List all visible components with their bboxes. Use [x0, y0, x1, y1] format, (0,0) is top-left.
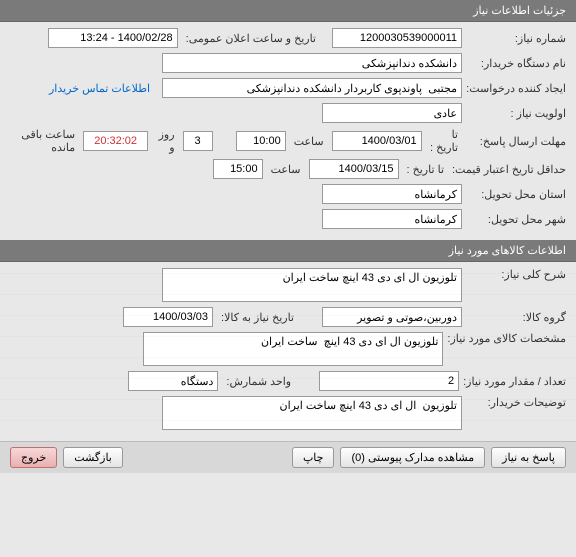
announce-field[interactable] [48, 28, 178, 48]
until-label: تا تاریخ : [426, 128, 462, 154]
priority-field[interactable] [322, 103, 462, 123]
deadline-date-field[interactable] [332, 131, 422, 151]
row-org: نام دستگاه خریدار: [10, 53, 566, 73]
reply-button[interactable]: پاسخ به نیاز [491, 447, 566, 468]
row-group: گروه کالا: تاریخ نیاز به کالا: [10, 307, 566, 327]
contact-link[interactable]: اطلاعات تماس خریدار [49, 82, 150, 95]
row-priority: اولویت نیاز : [10, 103, 566, 123]
back-button[interactable]: بازگشت [63, 447, 123, 468]
min-credit-date-field[interactable] [309, 159, 399, 179]
desc-field[interactable] [162, 268, 462, 302]
time-label-2: ساعت [267, 163, 305, 176]
row-buyer-notes: توضیحات خریدار: [10, 396, 566, 430]
deadline-label: مهلت ارسال پاسخ: [466, 135, 566, 148]
days-field[interactable] [183, 131, 213, 151]
city-field[interactable] [322, 209, 462, 229]
row-desc: شرح کلی نیاز: [10, 268, 566, 302]
province-field[interactable] [322, 184, 462, 204]
city-label: شهر محل تحویل: [466, 213, 566, 226]
org-field[interactable] [162, 53, 462, 73]
spec-label: مشخصات کالای مورد نیاز: [447, 332, 566, 345]
attachments-button[interactable]: مشاهده مدارک پیوستی (0) [340, 447, 485, 468]
need-no-label: شماره نیاز: [466, 32, 566, 45]
priority-label: اولویت نیاز : [466, 107, 566, 120]
time-label-1: ساعت [290, 135, 328, 148]
row-province: استان محل تحویل: [10, 184, 566, 204]
min-credit-time-field[interactable] [213, 159, 263, 179]
group-label: گروه کالا: [466, 311, 566, 324]
buyer-notes-label: توضیحات خریدار: [466, 396, 566, 409]
spec-field[interactable] [143, 332, 443, 366]
province-label: استان محل تحویل: [466, 188, 566, 201]
exit-button[interactable]: خروج [10, 447, 57, 468]
row-creator: ایجاد کننده درخواست: اطلاعات تماس خریدار [10, 78, 566, 98]
need-no-field[interactable] [332, 28, 462, 48]
section1-content: شماره نیاز: تاریخ و ساعت اعلان عمومی: نا… [0, 22, 576, 240]
section2-header: اطلاعات کالاهای مورد نیاز [0, 240, 576, 262]
row-deadline: مهلت ارسال پاسخ: تا تاریخ : ساعت روز و س… [10, 128, 566, 154]
org-label: نام دستگاه خریدار: [466, 57, 566, 70]
unit-label: واحد شمارش: [222, 375, 295, 388]
section2-content: شرح کلی نیاز: گروه کالا: تاریخ نیاز به ک… [0, 262, 576, 441]
qty-label: تعداد / مقدار مورد نیاز: [463, 375, 566, 388]
row-city: شهر محل تحویل: [10, 209, 566, 229]
row-qty: تعداد / مقدار مورد نیاز: واحد شمارش: [10, 371, 566, 391]
deadline-time-field[interactable] [236, 131, 286, 151]
qty-field[interactable] [319, 371, 459, 391]
creator-field[interactable] [162, 78, 462, 98]
announce-label: تاریخ و ساعت اعلان عمومی: [182, 32, 320, 45]
min-credit-label: حداقل تاریخ اعتبار قیمت: [452, 163, 566, 176]
row-spec: مشخصات کالای مورد نیاز: [10, 332, 566, 366]
desc-label: شرح کلی نیاز: [466, 268, 566, 281]
section1-header: جزئیات اطلاعات نیاز [0, 0, 576, 22]
row-need-no: شماره نیاز: تاریخ و ساعت اعلان عمومی: [10, 28, 566, 48]
until-label-2: تا تاریخ : [403, 163, 448, 176]
unit-field[interactable] [128, 371, 218, 391]
remain-time-field[interactable] [83, 131, 148, 151]
row-min-credit: حداقل تاریخ اعتبار قیمت: تا تاریخ : ساعت [10, 159, 566, 179]
days-label: روز و [152, 128, 178, 154]
need-date-field[interactable] [123, 307, 213, 327]
buyer-notes-field[interactable] [162, 396, 462, 430]
print-button[interactable]: چاپ [292, 447, 335, 468]
group-field[interactable] [322, 307, 462, 327]
remain-label: ساعت باقی مانده [10, 128, 79, 154]
creator-label: ایجاد کننده درخواست: [466, 82, 566, 95]
footer-bar: پاسخ به نیاز مشاهده مدارک پیوستی (0) چاپ… [0, 441, 576, 473]
need-date-label: تاریخ نیاز به کالا: [217, 311, 298, 324]
